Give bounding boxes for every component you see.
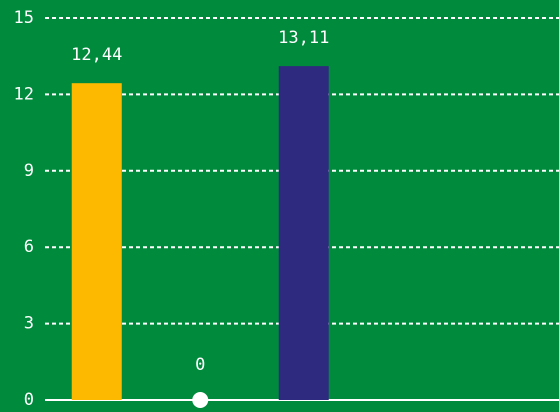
value-label: 13,11 <box>278 28 329 48</box>
y-tick-label: 3 <box>24 314 34 334</box>
y-tick-label: 15 <box>14 8 34 28</box>
y-tick-label: 0 <box>24 390 34 410</box>
y-tick-label: 12 <box>14 84 34 104</box>
bar <box>278 66 329 400</box>
value-label: 12,44 <box>71 45 122 65</box>
y-tick-label: 9 <box>24 161 34 181</box>
bar <box>71 83 122 400</box>
zero-marker <box>192 392 209 408</box>
y-tick-label: 6 <box>24 237 34 257</box>
value-label: 0 <box>195 355 205 375</box>
